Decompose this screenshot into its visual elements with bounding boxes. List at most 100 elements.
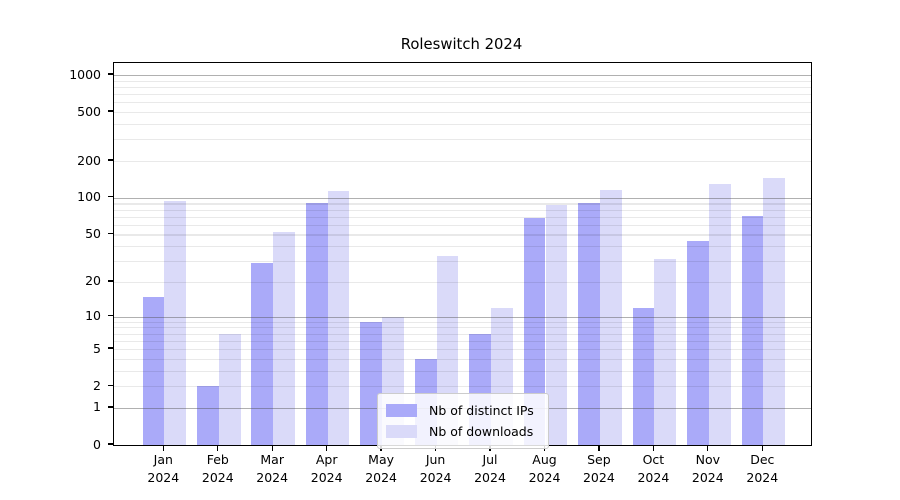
bar-mar-downloads — [273, 232, 295, 445]
x-tick-month: Jun — [425, 452, 446, 467]
y-tick-mark — [108, 347, 113, 349]
y-tick-mark — [108, 443, 113, 445]
bar-dec-ips — [741, 216, 764, 445]
legend-swatch-distinct-ips — [386, 404, 417, 417]
minor-gridline — [114, 234, 811, 236]
x-tick-label-oct: Oct 2024 — [621, 451, 685, 486]
minor-gridline — [114, 209, 811, 211]
x-tick-label-jun: Jun 2024 — [404, 451, 468, 486]
x-tick-month: Nov — [695, 452, 720, 467]
x-tick-label-dec: Dec 2024 — [730, 451, 794, 486]
bar-oct-ips — [632, 307, 655, 445]
bar-apr-ips — [305, 202, 328, 445]
y-tick-label: 200 — [77, 152, 101, 168]
x-tick-year: 2024 — [691, 469, 724, 485]
y-tick-label: 0 — [93, 436, 101, 452]
bar-aug-downloads — [545, 204, 568, 445]
minor-gridline — [114, 340, 811, 342]
minor-gridline — [114, 94, 811, 96]
x-tick-year: 2024 — [201, 469, 234, 485]
y-tick-mark — [108, 73, 113, 75]
legend-entry-downloads: Nb of downloads — [386, 421, 540, 442]
minor-gridline — [114, 224, 811, 226]
x-tick-month: Oct — [642, 452, 665, 467]
bar-sep-downloads — [599, 190, 622, 445]
y-tick-mark — [108, 110, 113, 112]
bar-nov-downloads — [708, 184, 731, 445]
bar-mar-ips — [251, 262, 274, 445]
x-tick-month: May — [368, 452, 395, 467]
bar-nov-ips — [687, 241, 709, 445]
minor-gridline — [114, 246, 811, 248]
minor-gridline — [114, 112, 811, 114]
x-tick-month: Jan — [153, 452, 173, 467]
major-gridline — [114, 197, 811, 199]
x-tick-mark — [707, 445, 709, 451]
minor-gridline — [114, 80, 811, 82]
legend-label-downloads: Nb of downloads — [429, 424, 534, 439]
y-tick-label: 1 — [93, 399, 101, 415]
minor-gridline — [114, 161, 811, 163]
x-tick-label-sep: Sep 2024 — [567, 451, 631, 486]
minor-gridline — [114, 386, 811, 388]
bar-dec-downloads — [763, 178, 786, 445]
x-tick-mark — [652, 445, 655, 451]
bar-jan-downloads — [164, 200, 187, 445]
bar-aug-ips — [523, 217, 546, 445]
legend-swatch-downloads — [386, 425, 417, 438]
x-tick-mark — [217, 445, 219, 451]
y-tick-mark — [108, 232, 113, 235]
x-tick-year: 2024 — [365, 469, 397, 485]
x-tick-mark — [271, 445, 273, 451]
y-tick-mark — [108, 159, 113, 161]
minor-gridline — [114, 203, 811, 205]
x-tick-month: Dec — [750, 452, 775, 467]
x-tick-mark — [598, 445, 600, 451]
minor-gridline — [114, 139, 811, 141]
bar-oct-downloads — [654, 259, 677, 445]
y-tick-mark — [108, 196, 113, 198]
x-tick-year: 2024 — [147, 469, 180, 485]
x-tick-year: 2024 — [637, 469, 670, 485]
y-tick-label: 10 — [85, 308, 101, 324]
x-tick-label-aug: Aug 2024 — [513, 451, 577, 486]
y-tick-mark — [108, 314, 113, 317]
bar-sep-ips — [578, 202, 600, 445]
y-tick-label: 500 — [77, 103, 101, 119]
x-tick-label-jul: Jul 2024 — [458, 451, 522, 486]
minor-gridline — [114, 358, 811, 360]
bar-feb-ips — [197, 386, 219, 445]
minor-gridline — [114, 216, 811, 218]
y-tick-mark — [108, 384, 113, 386]
x-tick-year: 2024 — [582, 469, 615, 485]
chart-title: Roleswitch 2024 — [400, 36, 523, 53]
x-tick-month: Feb — [206, 452, 229, 467]
minor-gridline — [114, 102, 811, 104]
minor-gridline — [114, 86, 811, 89]
x-tick-label-feb: Feb 2024 — [186, 451, 250, 486]
y-tick-mark — [108, 280, 113, 282]
minor-gridline — [114, 327, 811, 329]
major-gridline — [114, 75, 811, 77]
x-tick-year: 2024 — [419, 469, 452, 485]
x-tick-label-may: May 2024 — [349, 451, 413, 486]
x-tick-mark — [761, 445, 763, 451]
x-tick-year: 2024 — [256, 469, 289, 485]
minor-gridline — [114, 333, 811, 335]
x-tick-month: Mar — [260, 452, 284, 467]
minor-gridline — [114, 261, 811, 263]
x-tick-label-jan: Jan 2024 — [131, 451, 195, 486]
major-gridline — [114, 316, 811, 318]
y-tick-label: 100 — [77, 189, 101, 205]
legend-label-distinct-ips: Nb of distinct IPs — [429, 403, 534, 418]
x-tick-label-mar: Mar 2024 — [240, 451, 304, 486]
plot-area: Nb of distinct IPs Nb of downloads — [113, 62, 812, 449]
bar-jan-ips — [142, 296, 165, 445]
bar-may-ips — [360, 321, 383, 445]
x-tick-label-nov: Nov 2024 — [676, 451, 740, 486]
x-tick-month: Aug — [532, 452, 557, 467]
bar-apr-downloads — [327, 190, 350, 445]
bar-feb-downloads — [218, 333, 241, 445]
y-tick-label: 5 — [93, 340, 101, 356]
